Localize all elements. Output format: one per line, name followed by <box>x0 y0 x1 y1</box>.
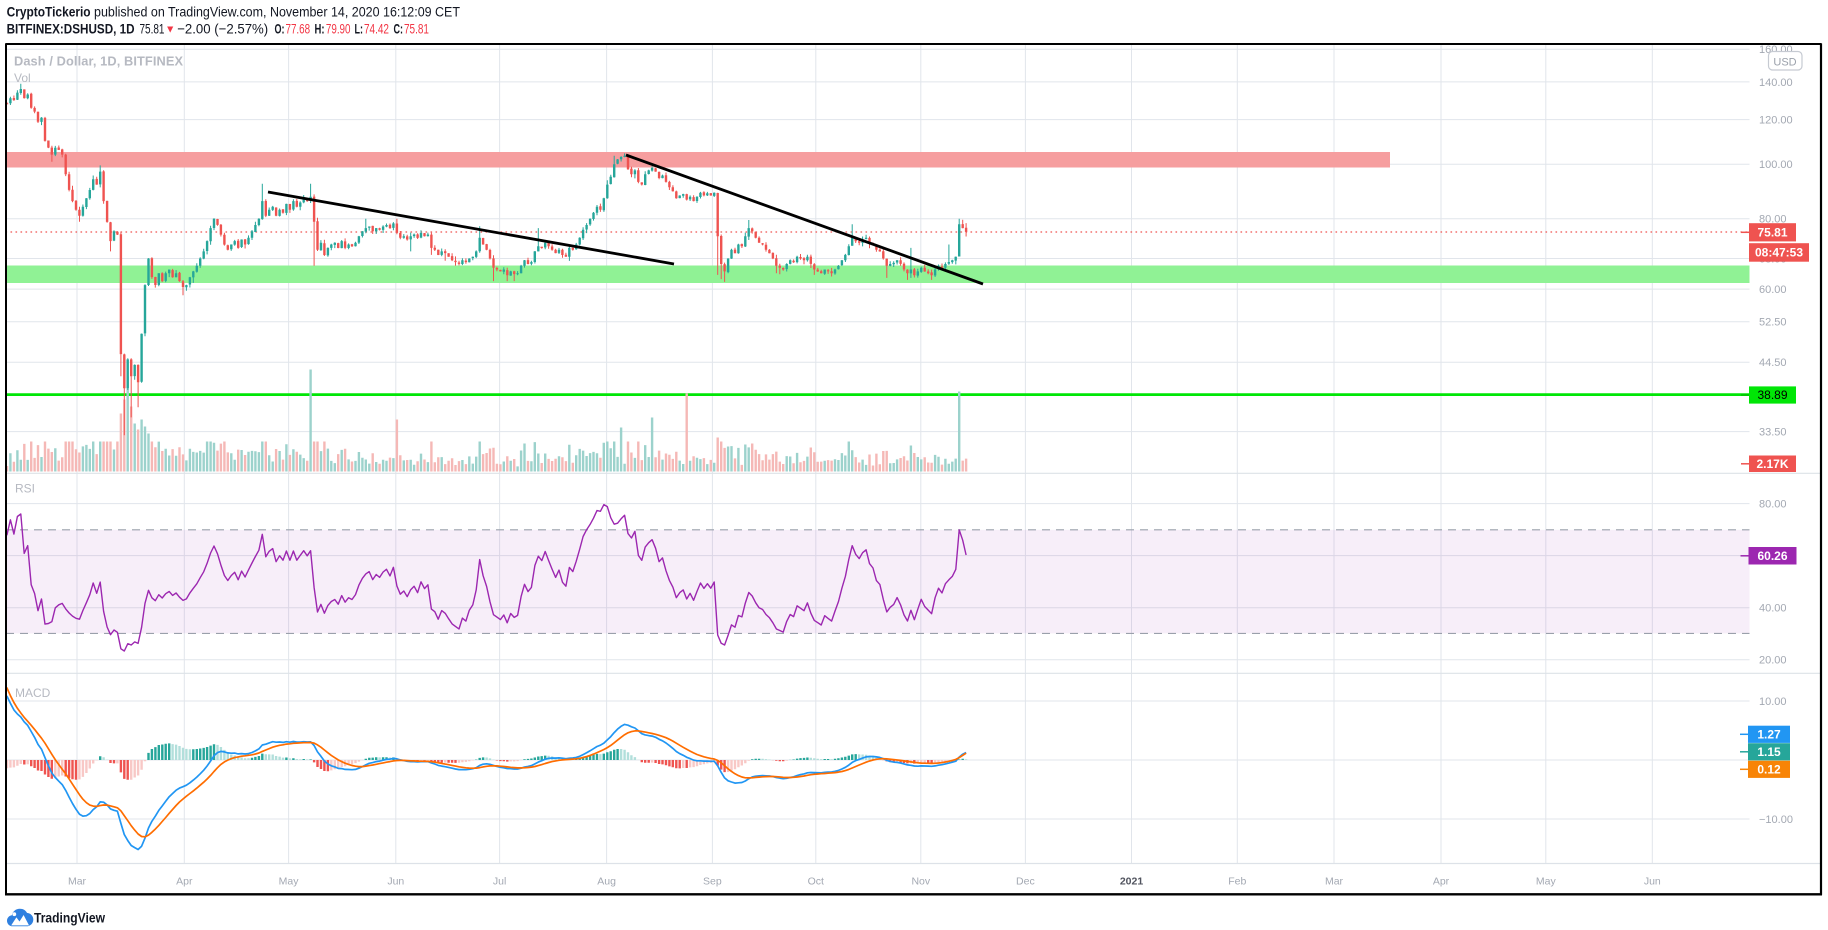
svg-text:140.00: 140.00 <box>1759 77 1793 89</box>
svg-text:Mar: Mar <box>1325 876 1344 888</box>
svg-text:Mar: Mar <box>68 876 87 888</box>
svg-text:75.81: 75.81 <box>140 22 165 38</box>
svg-text:Sep: Sep <box>703 876 722 888</box>
svg-text:44.50: 44.50 <box>1759 357 1787 369</box>
svg-text:20.00: 20.00 <box>1759 655 1787 667</box>
svg-text:2.17K: 2.17K <box>1756 457 1788 471</box>
svg-text:RSI: RSI <box>15 482 35 496</box>
svg-text:Jul: Jul <box>493 876 506 888</box>
svg-text:Feb: Feb <box>1228 876 1246 888</box>
svg-text:2021: 2021 <box>1120 876 1144 888</box>
svg-text:−10.00: −10.00 <box>1759 814 1793 826</box>
svg-text:MACD: MACD <box>15 686 51 700</box>
svg-text:75.81: 75.81 <box>404 22 429 38</box>
svg-text:1.15: 1.15 <box>1757 745 1781 759</box>
svg-text:120.00: 120.00 <box>1759 115 1793 127</box>
svg-text:1.27: 1.27 <box>1757 728 1781 742</box>
svg-text:80.00: 80.00 <box>1759 214 1787 226</box>
svg-text:Apr: Apr <box>1433 876 1450 888</box>
svg-text:H:: H: <box>315 22 325 38</box>
svg-text:May: May <box>1536 876 1557 888</box>
svg-text:40.00: 40.00 <box>1759 603 1787 615</box>
svg-text:Aug: Aug <box>597 876 616 888</box>
svg-text:74.42: 74.42 <box>364 22 389 38</box>
svg-text:79.90: 79.90 <box>326 22 351 38</box>
svg-text:published on TradingView.com,: published on TradingView.com, November 1… <box>94 5 460 21</box>
svg-text:08:47:53: 08:47:53 <box>1755 246 1803 260</box>
svg-text:▼: ▼ <box>165 24 175 36</box>
svg-text:80.00: 80.00 <box>1759 499 1787 511</box>
svg-text:Dec: Dec <box>1016 876 1035 888</box>
svg-text:60.26: 60.26 <box>1757 549 1787 563</box>
svg-text:CryptoTickerio: CryptoTickerio <box>7 5 91 21</box>
svg-text:75.81: 75.81 <box>1757 226 1787 240</box>
svg-text:Oct: Oct <box>808 876 824 888</box>
svg-text:Nov: Nov <box>911 876 930 888</box>
svg-text:BITFINEX:DSHUSD, 1D: BITFINEX:DSHUSD, 1D <box>7 22 135 38</box>
svg-text:Dash / Dollar, 1D, BITFINEX: Dash / Dollar, 1D, BITFINEX <box>14 54 183 69</box>
svg-text:77.68: 77.68 <box>286 22 311 38</box>
svg-text:TradingView: TradingView <box>34 911 105 926</box>
svg-text:L:: L: <box>355 22 364 38</box>
svg-text:Vol: Vol <box>14 71 31 85</box>
svg-text:38.89: 38.89 <box>1757 388 1787 402</box>
svg-text:60.00: 60.00 <box>1759 284 1787 296</box>
svg-text:May: May <box>279 876 300 888</box>
svg-text:33.50: 33.50 <box>1759 427 1787 439</box>
svg-text:10.00: 10.00 <box>1759 696 1787 708</box>
svg-text:Jun: Jun <box>387 876 404 888</box>
svg-text:−2.00 (−2.57%): −2.00 (−2.57%) <box>177 22 268 38</box>
svg-text:Jun: Jun <box>1644 876 1661 888</box>
svg-text:USD: USD <box>1773 56 1796 68</box>
svg-text:Apr: Apr <box>176 876 193 888</box>
svg-text:O:: O: <box>275 22 285 38</box>
svg-text:100.00: 100.00 <box>1759 159 1793 171</box>
svg-text:C:: C: <box>394 22 404 38</box>
svg-text:52.50: 52.50 <box>1759 317 1787 329</box>
svg-text:0.12: 0.12 <box>1757 763 1781 777</box>
